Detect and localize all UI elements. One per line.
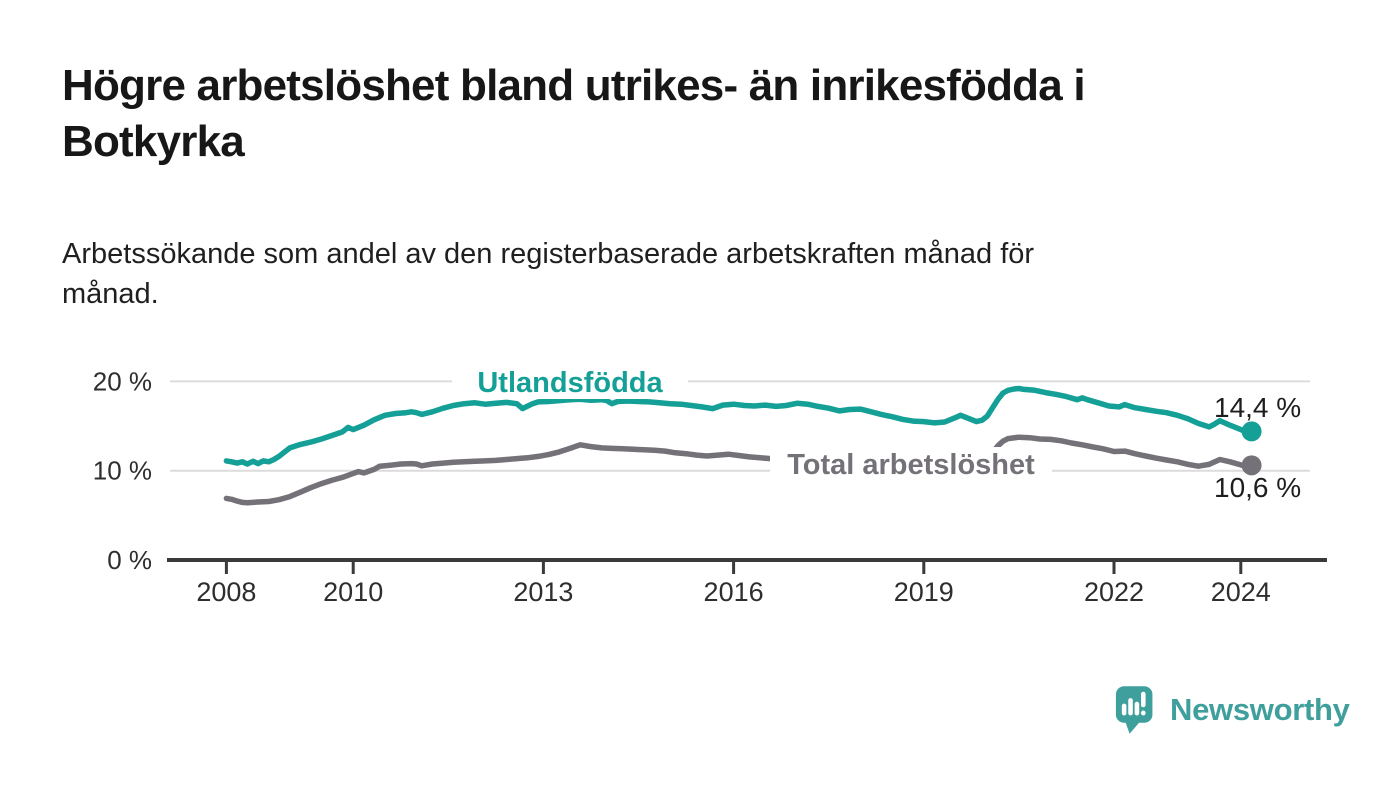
y-tick-label: 20 % [93, 366, 152, 396]
y-tick-label: 0 % [107, 545, 152, 575]
x-tick-label: 2008 [196, 577, 256, 607]
end-value-label-utlandsfodda: 14,4 % [1214, 392, 1301, 423]
series-lines [223, 385, 1262, 506]
x-tick-label: 2024 [1211, 577, 1271, 607]
page-subtitle-line2: månad. [62, 278, 159, 310]
x-tick-label: 2019 [894, 577, 954, 607]
x-axis: 2008 2010 2013 2016 2019 2022 2024 [167, 558, 1327, 607]
page-title-line1: Högre arbetslöshet bland utrikes- än inr… [62, 61, 1086, 110]
x-tick-label: 2010 [323, 577, 383, 607]
y-tick-label: 10 % [93, 456, 152, 486]
label-backdrop-utlandsfodda [452, 365, 688, 399]
gridlines: 0 % 10 % 20 % [93, 366, 1310, 575]
newsworthy-wordmark: Newsworthy [1170, 692, 1350, 727]
x-tick-label: 2016 [704, 577, 764, 607]
series-end-dot-utlandsfodda [1241, 421, 1262, 442]
series-line-total [223, 434, 1255, 506]
label-backdrop-total [770, 447, 1052, 481]
newsworthy-speech-bubble-chart-icon [1115, 686, 1153, 734]
page-title-line2: Botkyrka [62, 117, 245, 166]
end-value-label-total: 10,6 % [1214, 472, 1301, 503]
series-line-utlandsfodda [223, 385, 1255, 467]
page-subtitle: Arbetssökande som andel av den registerb… [62, 234, 1302, 314]
newsworthy-logo[interactable]: Newsworthy [1115, 683, 1350, 737]
series-label-total-arbetsloshet: Total arbetslöshet [787, 449, 1035, 481]
x-tick-label: 2013 [513, 577, 573, 607]
page-subtitle-line1: Arbetssökande som andel av den registerb… [62, 238, 1035, 270]
x-tick-label: 2022 [1084, 577, 1144, 607]
series-end-dot-total [1241, 455, 1262, 476]
series-label-utlandsfodda: Utlandsfödda [477, 367, 663, 399]
page-title: Högre arbetslöshet bland utrikes- än inr… [62, 58, 1352, 170]
